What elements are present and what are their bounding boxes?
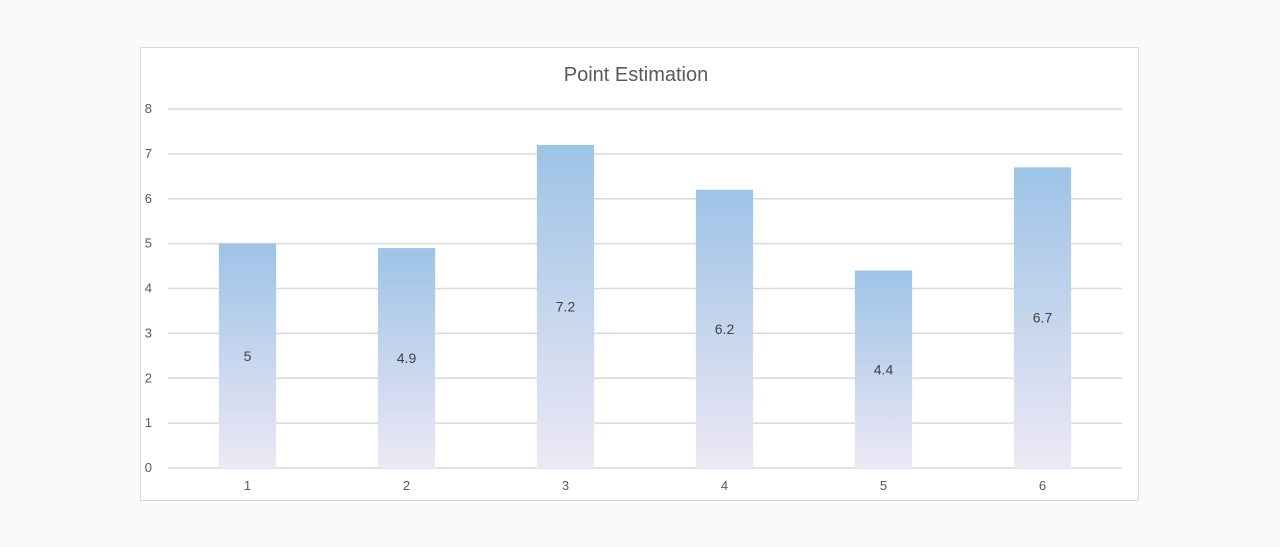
bar <box>218 243 277 468</box>
bars <box>218 144 1072 468</box>
y-tick-label: 8 <box>145 101 152 116</box>
bar <box>854 270 913 468</box>
y-tick-label: 5 <box>145 236 152 251</box>
bar-value-label: 6.7 <box>1033 310 1053 326</box>
x-tick-label: 4 <box>721 478 728 493</box>
y-tick-label: 2 <box>145 370 152 385</box>
chart-title: Point Estimation <box>564 64 709 86</box>
bar-value-label: 7.2 <box>556 298 576 314</box>
y-tick-label: 4 <box>145 281 152 296</box>
x-tick-label: 2 <box>403 478 410 493</box>
bar <box>377 248 436 468</box>
bar <box>695 189 754 468</box>
bar-value-label: 5 <box>244 348 252 364</box>
bar-value-label: 6.2 <box>715 321 735 337</box>
bar-value-label: 4.9 <box>397 350 417 366</box>
y-tick-label: 3 <box>145 325 152 340</box>
y-tick-label: 1 <box>145 415 152 430</box>
x-tick-label: 1 <box>244 478 251 493</box>
gridlines <box>168 108 1122 469</box>
x-tick-label: 5 <box>880 478 887 493</box>
y-axis-ticks: 0 1 2 3 4 5 6 7 8 <box>145 101 152 475</box>
bar <box>1013 167 1072 468</box>
x-axis-ticks: 1 2 3 4 5 6 <box>244 478 1046 493</box>
chart-frame <box>140 47 1139 501</box>
y-tick-label: 0 <box>145 460 152 475</box>
bar-value-label: 4.4 <box>874 361 894 377</box>
y-tick-label: 7 <box>145 146 152 161</box>
bar <box>536 144 595 468</box>
x-tick-label: 3 <box>562 478 569 493</box>
data-labels: 5 4.9 7.2 6.2 4.4 6.7 <box>244 298 1053 377</box>
x-tick-label: 6 <box>1039 478 1046 493</box>
y-tick-label: 6 <box>145 191 152 206</box>
